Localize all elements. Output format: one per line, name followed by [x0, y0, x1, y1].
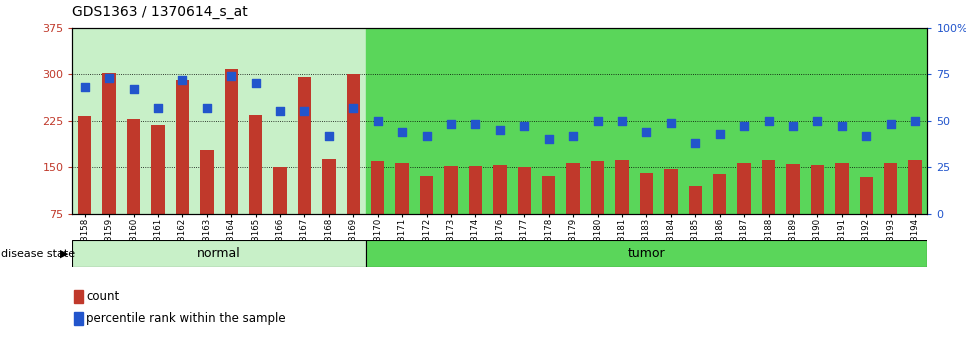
Text: tumor: tumor: [628, 247, 666, 260]
Point: [859, 133, 874, 138]
Bar: [176, 80, 189, 214]
Point: [907, 118, 923, 124]
Bar: [444, 166, 458, 214]
Bar: [518, 167, 531, 214]
Point: [736, 124, 752, 129]
Bar: [639, 173, 653, 214]
Point: [175, 77, 190, 82]
Point: [151, 105, 166, 110]
Bar: [74, 312, 83, 325]
Bar: [762, 160, 776, 214]
Bar: [591, 161, 605, 214]
Point: [810, 118, 825, 124]
Text: count: count: [86, 290, 119, 303]
Point: [297, 109, 312, 114]
Point: [199, 105, 214, 110]
Bar: [72, 28, 365, 214]
Bar: [273, 167, 287, 214]
Bar: [494, 166, 506, 214]
Bar: [665, 169, 677, 214]
Point: [541, 137, 556, 142]
Bar: [127, 119, 140, 214]
Point: [614, 118, 630, 124]
Bar: [152, 125, 164, 214]
Bar: [908, 160, 922, 214]
Bar: [566, 163, 580, 214]
Bar: [713, 174, 726, 214]
Point: [785, 124, 801, 129]
Point: [77, 85, 93, 90]
Bar: [72, 240, 365, 267]
Point: [639, 129, 654, 135]
Bar: [542, 176, 555, 214]
Point: [223, 73, 239, 79]
Text: ▶: ▶: [60, 249, 69, 258]
Point: [126, 86, 141, 92]
Bar: [395, 163, 409, 214]
Bar: [737, 163, 751, 214]
Text: normal: normal: [197, 247, 241, 260]
Point: [761, 118, 777, 124]
Point: [419, 133, 435, 138]
Bar: [615, 160, 629, 214]
Point: [248, 81, 264, 86]
Point: [370, 118, 385, 124]
Bar: [836, 163, 848, 214]
Bar: [365, 240, 927, 267]
Point: [590, 118, 606, 124]
Point: [664, 120, 679, 125]
Bar: [420, 176, 434, 214]
Bar: [810, 166, 824, 214]
Point: [883, 122, 898, 127]
Bar: [469, 166, 482, 214]
Point: [565, 133, 581, 138]
Point: [517, 124, 532, 129]
Point: [493, 127, 508, 133]
Point: [101, 75, 117, 81]
Bar: [884, 163, 897, 214]
Point: [468, 122, 483, 127]
Point: [272, 109, 288, 114]
Bar: [371, 161, 384, 214]
Bar: [224, 69, 238, 214]
Bar: [689, 186, 702, 214]
Point: [321, 133, 337, 138]
Bar: [323, 159, 335, 214]
Point: [443, 122, 459, 127]
Point: [394, 129, 410, 135]
Bar: [347, 74, 360, 214]
Point: [346, 105, 361, 110]
Bar: [200, 150, 213, 214]
Bar: [365, 28, 927, 214]
Bar: [860, 177, 873, 214]
Bar: [249, 115, 263, 214]
Text: percentile rank within the sample: percentile rank within the sample: [86, 312, 286, 325]
Point: [835, 124, 850, 129]
Point: [688, 140, 703, 146]
Point: [712, 131, 727, 137]
Bar: [786, 164, 800, 214]
Text: GDS1363 / 1370614_s_at: GDS1363 / 1370614_s_at: [72, 5, 248, 19]
Text: disease state: disease state: [1, 249, 75, 258]
Bar: [78, 116, 92, 214]
Bar: [74, 290, 83, 303]
Bar: [298, 77, 311, 214]
Bar: [102, 73, 116, 214]
